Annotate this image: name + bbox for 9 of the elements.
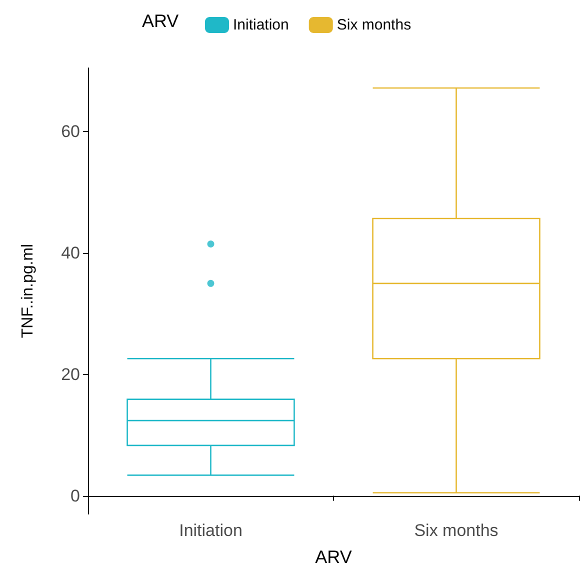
y-tick-label: 20 [61,364,80,384]
y-axis-title: TNF..in.pg.ml [20,244,36,338]
legend-title: ARV [142,11,179,31]
y-tick-label: 40 [61,244,80,263]
x-axis-title: ARV [315,547,352,567]
legend-label: Six months [336,16,412,34]
legend-label: Initiation [233,16,289,34]
y-tick-label: 60 [61,122,80,142]
y-tick-label: 0 [70,486,80,506]
